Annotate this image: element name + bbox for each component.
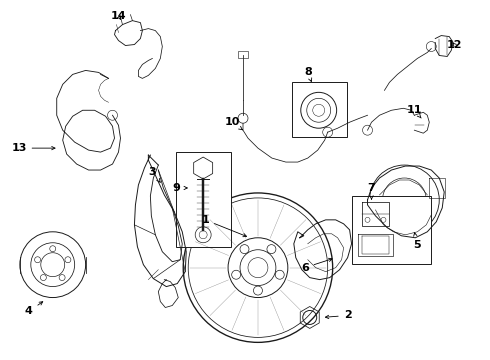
Text: 10: 10 xyxy=(224,117,243,130)
Bar xyxy=(292,82,346,137)
Text: 5: 5 xyxy=(414,233,421,250)
Text: 14: 14 xyxy=(111,11,126,21)
Text: 2: 2 xyxy=(325,310,351,320)
Text: 6: 6 xyxy=(301,258,332,273)
Text: 3: 3 xyxy=(148,167,160,182)
Bar xyxy=(238,50,248,58)
Text: 8: 8 xyxy=(304,67,312,81)
Text: 7: 7 xyxy=(368,183,375,199)
Text: 12: 12 xyxy=(446,40,462,50)
Text: 11: 11 xyxy=(407,105,422,118)
Text: 13: 13 xyxy=(11,143,55,153)
Text: 1: 1 xyxy=(201,215,246,237)
Bar xyxy=(352,196,431,264)
Text: 9: 9 xyxy=(172,183,187,193)
Text: 4: 4 xyxy=(25,302,43,316)
Bar xyxy=(176,152,231,247)
